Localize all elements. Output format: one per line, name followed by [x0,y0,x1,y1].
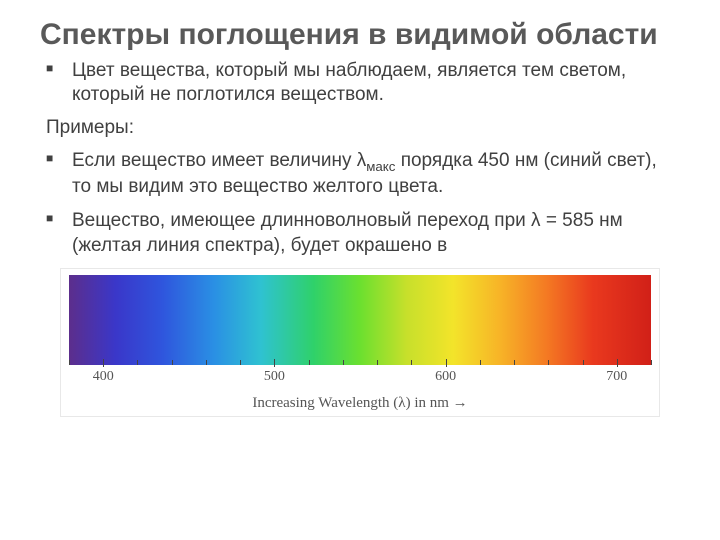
spectrum-figure: 400500600700 Increasing Wavelength (λ) i… [60,268,660,417]
page-title: Спектры поглощения в видимой области [40,18,680,53]
minor-tick [172,360,173,365]
minor-tick [137,360,138,365]
lambda-max-subscript: макс [366,159,395,174]
example-2: Вещество, имеющее длинноволновый переход… [46,209,680,258]
tick-label: 500 [264,369,285,385]
example-1-pre: Если вещество имеет величину λ [72,150,366,171]
major-tick [274,359,275,367]
minor-tick [309,360,310,365]
major-tick [617,359,618,367]
spectrum-gradient-bar [69,275,651,365]
minor-tick [583,360,584,365]
minor-tick [480,360,481,365]
bullet-intro: Цвет вещества, который мы наблюдаем, явл… [46,59,680,108]
intro-list: Цвет вещества, который мы наблюдаем, явл… [46,59,680,108]
minor-tick [514,360,515,365]
examples-list: Если вещество имеет величину λмакс поряд… [46,149,680,258]
major-tick [446,359,447,367]
minor-tick [411,360,412,365]
minor-tick [69,360,70,365]
examples-label: Примеры: [46,117,680,139]
minor-tick [651,360,652,365]
minor-tick [343,360,344,365]
minor-tick [206,360,207,365]
minor-tick [548,360,549,365]
major-tick [103,359,104,367]
tick-label: 700 [606,369,627,385]
minor-tick [240,360,241,365]
spectrum-axis-ticks: 400500600700 [69,365,651,379]
spectrum-axis-caption: Increasing Wavelength (λ) in nm → [69,395,651,412]
example-1: Если вещество имеет величину λмакс поряд… [46,149,680,199]
tick-label: 600 [435,369,456,385]
tick-label: 400 [93,369,114,385]
minor-tick [377,360,378,365]
